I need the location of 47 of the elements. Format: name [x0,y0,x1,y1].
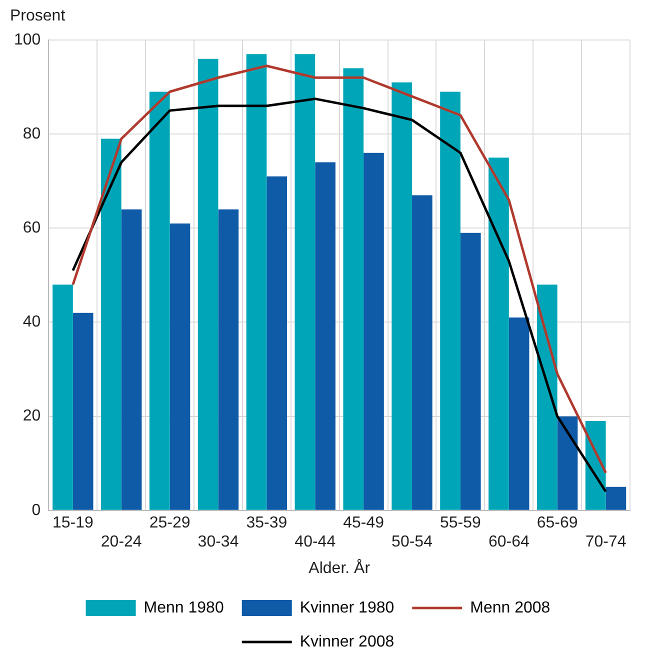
bar [412,195,432,510]
legend-label: Menn 2008 [470,599,550,616]
bar [52,284,73,510]
bar [121,209,142,510]
bar [72,312,94,510]
bar [315,162,336,510]
x-tick-label: 45-49 [343,514,384,532]
bar [266,176,288,510]
x-tick-label: 40-44 [294,534,336,551]
legend-label: Kvinner 2008 [300,633,394,650]
x-tick-label: 65-69 [536,514,578,532]
bar [149,92,170,510]
bar [392,82,412,510]
bar [343,68,364,510]
x-tick-label: 15-19 [52,514,94,532]
y-tick-label: 100 [14,31,41,48]
bar [557,416,578,510]
x-tick-label: 35-39 [246,514,288,532]
bar [364,152,384,510]
bar [246,54,267,510]
x-tick-label: 30-34 [198,534,239,551]
x-tick-label: 25-29 [149,514,190,532]
y-tick-label: 80 [22,125,41,142]
x-tick-label: 55-59 [440,514,482,532]
bar [536,284,558,510]
bar [198,58,218,510]
x-tick-label: 70-74 [585,534,626,551]
bar [460,232,481,510]
y-tick-label: 20 [22,408,41,425]
bar [101,138,122,510]
y-tick-label: 0 [32,502,41,519]
y-tick-label: 60 [22,220,41,237]
bar [170,223,190,510]
bar [606,486,626,510]
x-tick-label: 50-54 [392,534,433,551]
x-tick-label: 20-24 [100,534,142,551]
legend-label: Menn 1980 [144,599,224,616]
y-axis-title: Prosent [10,7,66,24]
bar [218,209,239,510]
bar [294,54,316,510]
x-tick-label: 60-64 [488,534,530,551]
x-axis-title: Alder. År [308,558,371,577]
bar [440,92,460,510]
legend-label: Kvinner 1980 [300,599,394,616]
bar [488,158,509,510]
bar [508,318,530,510]
y-tick-label: 40 [22,314,41,331]
